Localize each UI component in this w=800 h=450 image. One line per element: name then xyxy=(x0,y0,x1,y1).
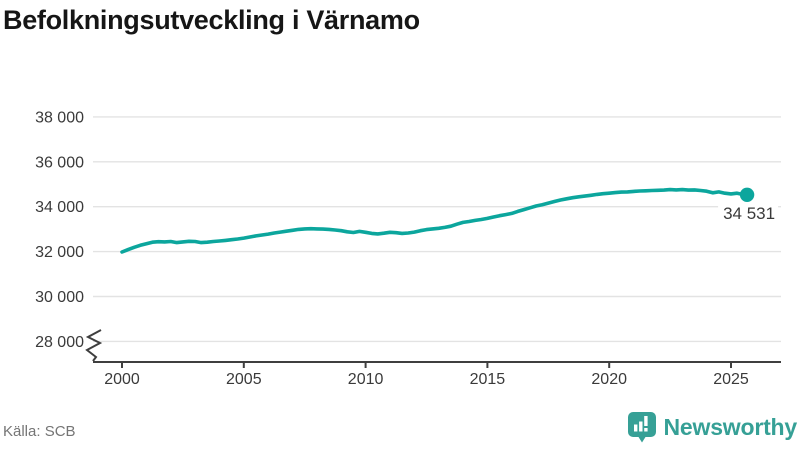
axis-break-icon xyxy=(85,329,103,362)
x-tick-label: 2000 xyxy=(104,371,140,388)
series-line xyxy=(120,187,749,254)
end-value-label: 34 531 xyxy=(723,204,775,223)
x-tick-label: 2020 xyxy=(591,371,627,388)
end-point-group: 34 531 xyxy=(718,187,779,223)
y-tick-label: 30 000 xyxy=(35,289,84,306)
x-tick-label: 2015 xyxy=(470,371,506,388)
series-line-group xyxy=(120,187,749,254)
source-label: Källa: SCB xyxy=(3,423,76,440)
y-tick-label: 32 000 xyxy=(35,244,84,261)
y-tick-label: 28 000 xyxy=(35,334,84,351)
x-ticks-group xyxy=(121,362,732,368)
newsworthy-logo: Newsworthy xyxy=(627,411,797,444)
y-tick-label: 36 000 xyxy=(35,154,84,171)
y-tick-label: 34 000 xyxy=(35,199,84,216)
x-tick-label: 2010 xyxy=(348,371,384,388)
y-tick-label: 38 000 xyxy=(35,109,84,126)
x-tick-label: 2005 xyxy=(226,371,262,388)
x-tick-label: 2025 xyxy=(713,371,749,388)
brand-name: Newsworthy xyxy=(663,414,798,440)
page-title: Befolkningsutveckling i Värnamo xyxy=(3,5,420,35)
newsworthy-icon xyxy=(627,412,656,443)
y-axis-labels-group: 28 000 30 000 32 000 34 000 36 000 38 000 xyxy=(35,109,84,351)
y-gridlines-group xyxy=(93,116,781,343)
end-point-dot xyxy=(739,187,755,202)
end-label-backing xyxy=(718,203,779,222)
x-axis-labels-group: 2000 2005 2010 2015 2020 2025 xyxy=(104,371,749,388)
